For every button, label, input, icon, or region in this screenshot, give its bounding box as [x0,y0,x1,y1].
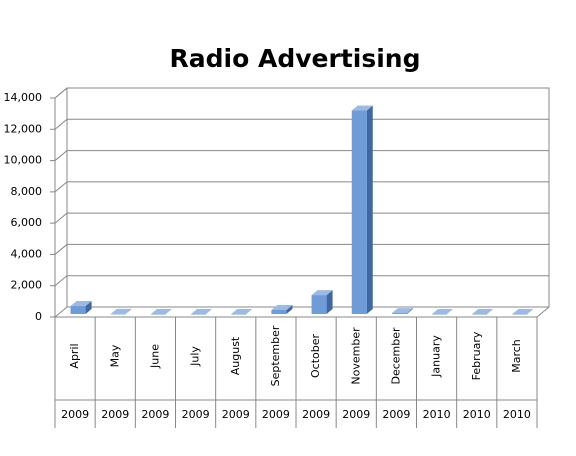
bar [351,110,367,314]
x-group-label: 2010 [503,408,531,421]
back-wall [54,87,550,318]
y-tick-label: 8,000 [11,185,43,198]
bar-top [191,309,213,314]
bar-top [311,290,333,296]
x-tick-label: December [389,327,402,385]
x-tick-label: August [229,336,242,375]
x-group-label: 2010 [463,408,491,421]
bar-top [110,308,132,314]
x-group-label: 2009 [382,408,410,421]
x-group-label: 2009 [262,408,290,421]
y-tick-label: 0 [35,310,42,323]
bar [512,314,528,315]
bar-side [125,308,132,314]
grid-line [54,243,549,255]
grid-line [54,275,549,287]
y-tick-label: 10,000 [4,154,43,167]
bar [191,314,207,315]
x-group-label: 2010 [423,408,451,421]
x-tick-label: January [430,335,443,378]
bar-side [406,308,413,314]
x-tick-label: September [269,325,282,386]
x-group-label: 2009 [342,408,370,421]
bar-top [391,308,413,314]
bar-top [70,301,92,307]
grid-line [54,87,549,99]
bar-top [351,105,373,111]
chart-title: Radio Advertising [170,44,421,73]
x-tick-label: May [108,344,121,367]
bar-top [432,309,454,314]
bar [311,295,327,314]
bar-top [472,309,494,314]
grid-line [54,212,549,224]
bar-top [150,309,172,314]
x-group-label: 2009 [222,408,250,421]
y-tick-label: 6,000 [11,216,43,229]
x-tick-label: October [309,334,322,378]
bar [432,314,448,315]
grid-line [54,150,549,161]
bar [70,306,86,314]
bar-side [286,304,293,314]
bar [110,313,126,315]
bar-side [326,290,333,314]
bar-top [231,309,253,314]
x-group-label: 2009 [141,408,169,421]
x-group-label: 2009 [61,408,89,421]
y-tick-label: 4,000 [11,247,43,260]
y-tick-label: 14,000 [4,91,43,104]
bar [472,314,488,315]
x-group-label: 2009 [182,408,210,421]
bar [391,313,407,314]
x-group-label: 2009 [101,408,129,421]
bar [231,314,247,315]
bar-top [512,309,534,314]
bar [150,314,166,315]
y-tick-label: 2,000 [11,279,43,292]
x-tick-label: April [68,343,81,368]
x-tick-label: July [189,346,202,367]
x-tick-label: November [349,327,362,385]
bar-side [366,105,373,314]
bar [271,309,287,314]
grid-line [54,181,549,193]
bar-side [85,301,92,314]
x-tick-label: February [470,331,483,380]
x-group-label: 2009 [302,408,330,421]
grid-line [54,118,549,130]
bar-top [271,304,293,310]
y-tick-label: 12,000 [4,122,43,135]
x-tick-label: June [148,344,161,369]
grid-line [54,306,549,318]
x-tick-label: March [510,339,523,373]
